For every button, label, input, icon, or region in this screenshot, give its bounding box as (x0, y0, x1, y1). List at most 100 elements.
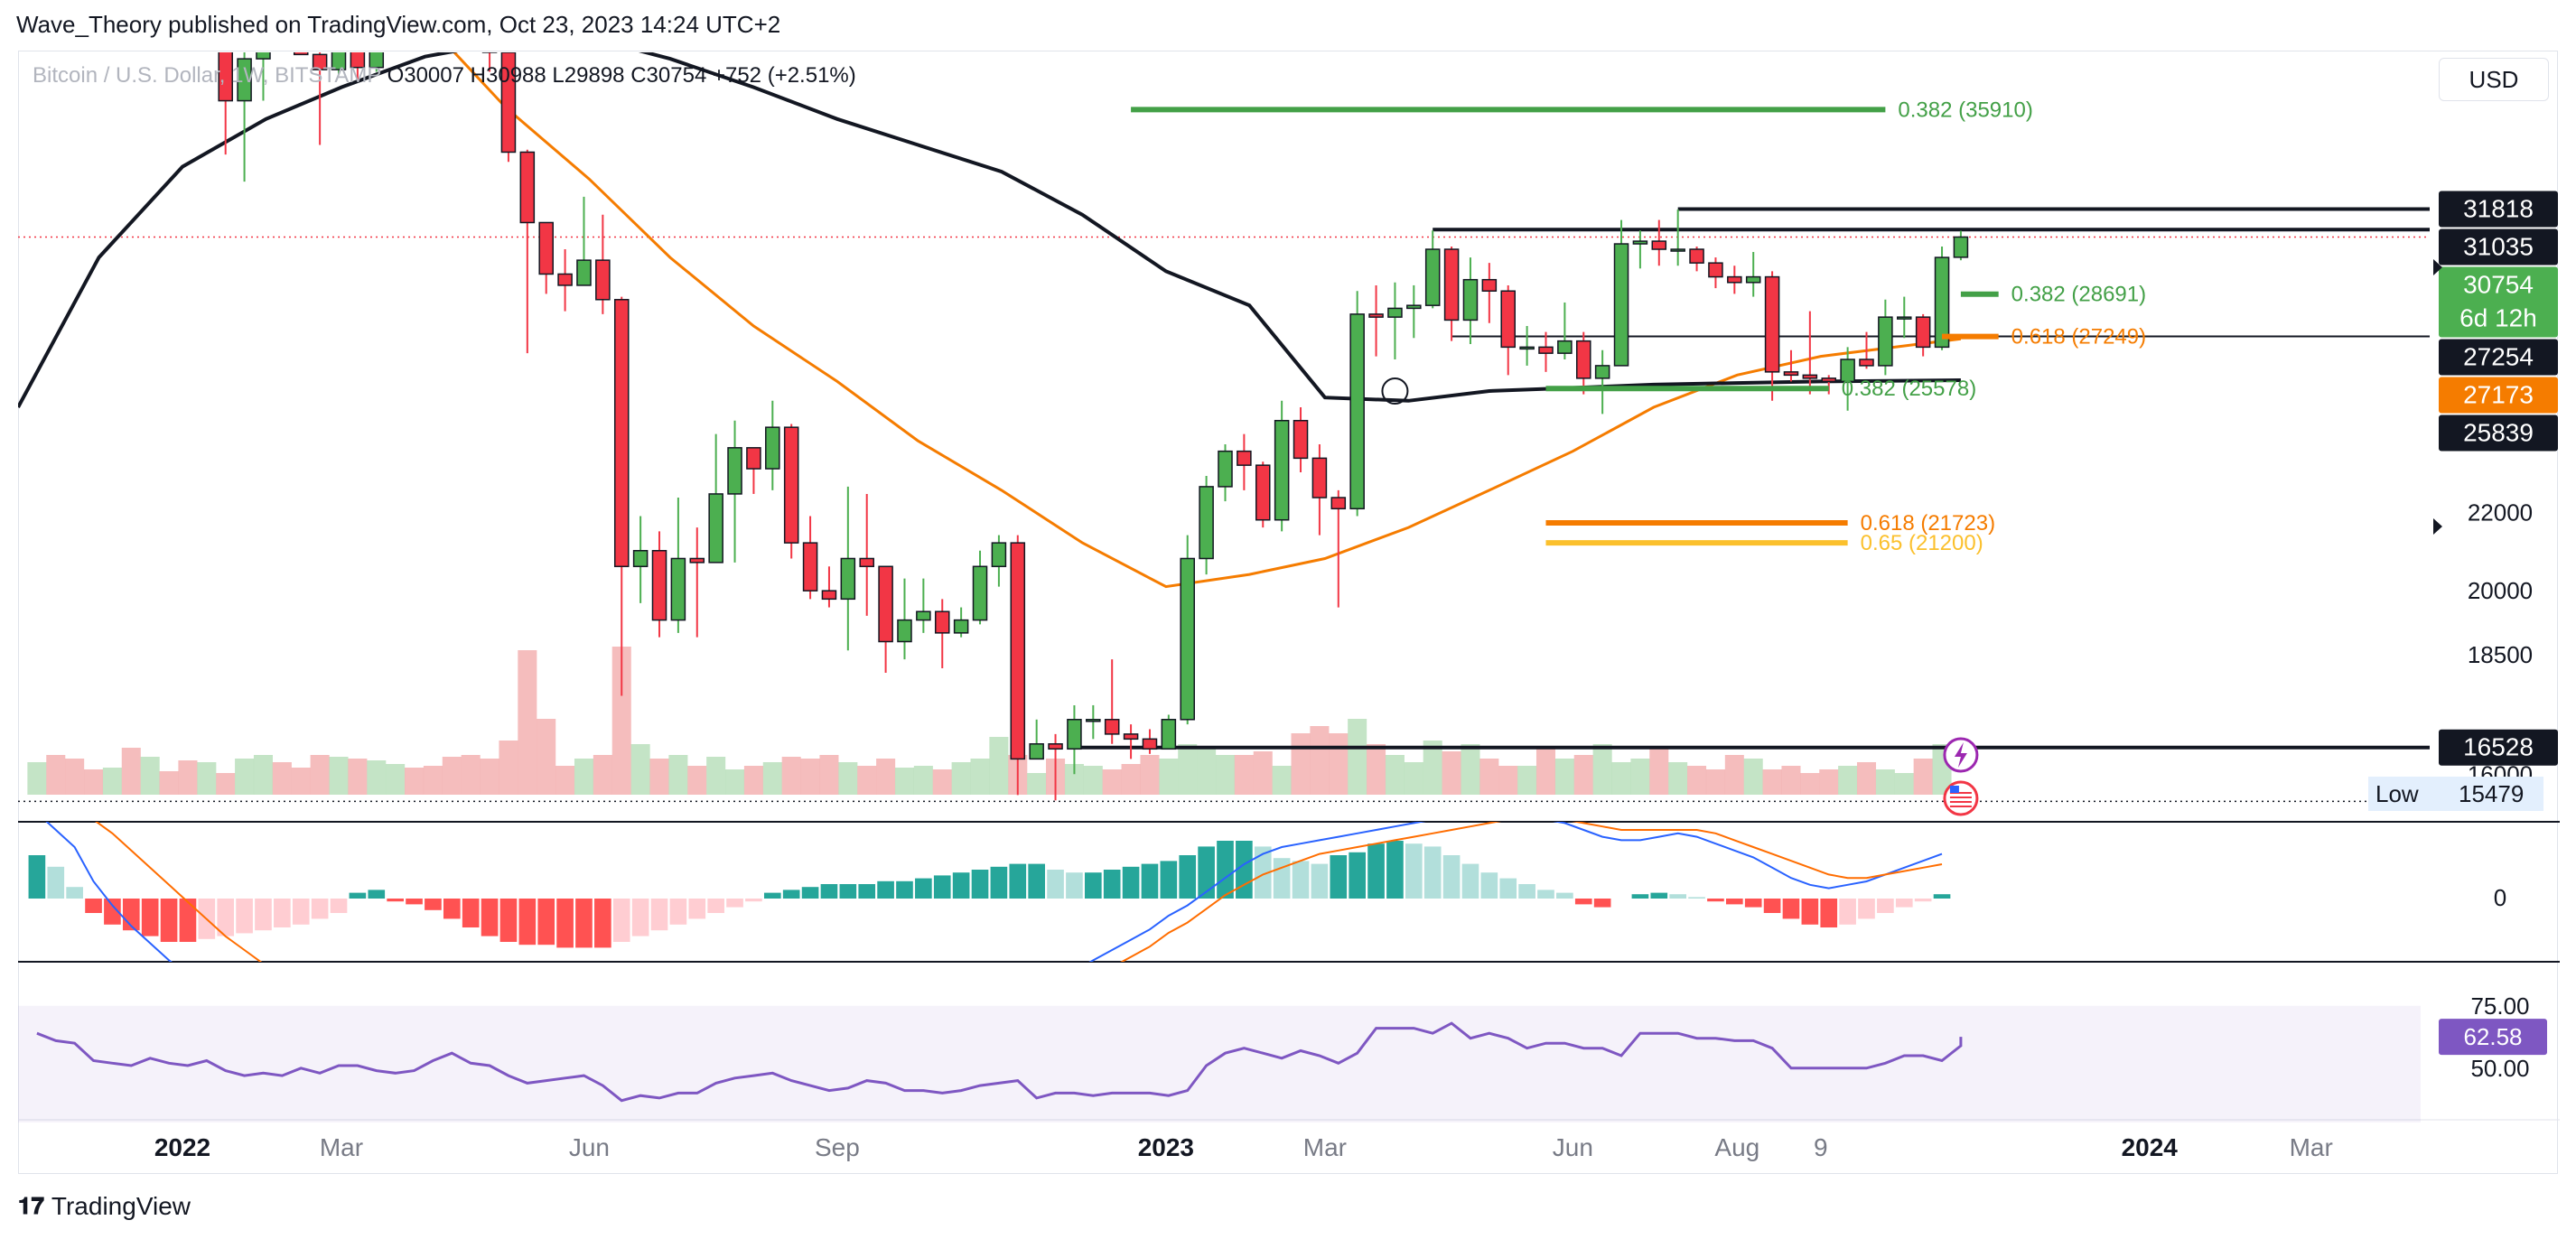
currency-button[interactable]: USD (2439, 58, 2549, 101)
macd-histogram-bar (499, 899, 518, 942)
y-axis-tick-label: 18500 (2468, 641, 2533, 668)
candle-body (1274, 419, 1290, 521)
volume-bar (84, 769, 104, 795)
candle-body (464, 13, 478, 32)
candle-body (1218, 450, 1233, 488)
price-tag-box (2439, 266, 2558, 338)
macd-histogram-bar (518, 899, 537, 946)
fibonacci-levels: 0.382 (35910) 0.382 (28691) 0.618 (27249) 0… (1131, 98, 2146, 555)
scroll-right-icon (2433, 259, 2442, 275)
volume-bar (762, 762, 782, 795)
macd-histogram-bar (160, 899, 178, 942)
volume-bar (1517, 766, 1537, 795)
volume-bar (1404, 762, 1423, 795)
volume-bar (121, 748, 141, 795)
volume-bar (197, 762, 217, 795)
volume-bar (499, 741, 518, 795)
macd-histogram-bar (1556, 892, 1573, 899)
candle-body (878, 565, 893, 643)
macd-histogram-bar (1160, 861, 1178, 899)
fib-level-label: 0.382 (25578) (1842, 377, 1976, 401)
volume-bar (423, 766, 443, 795)
macd-histogram-bar (1537, 890, 1554, 899)
volume-bar (1121, 764, 1141, 795)
volume-bar (310, 755, 330, 795)
volume-bar (1253, 751, 1273, 795)
volume-bar (178, 760, 198, 795)
rsi-lower-label: 50.00 (2470, 1055, 2529, 1082)
price-tag-countdown: 6d 12h (2459, 304, 2537, 332)
macd-histogram-bar (1707, 899, 1724, 902)
crossover-marker (1381, 377, 1409, 405)
candle-body (237, 58, 252, 102)
macd-histogram-bar (1198, 846, 1215, 899)
volume-bar (1687, 766, 1707, 795)
candle-body (1689, 248, 1704, 264)
candle-body (613, 299, 630, 568)
volume-bar (1762, 769, 1782, 795)
candle-body (1349, 313, 1365, 510)
footer-brand[interactable]: 𝟏𝟕 TradingView (18, 1192, 191, 1221)
candle-body (1821, 377, 1837, 383)
volume-bar (1535, 748, 1556, 795)
candle-body (1632, 240, 1648, 245)
macd-histogram-bar (612, 899, 630, 942)
price-tag-box (2439, 228, 2558, 266)
candlestick-series (218, 13, 1969, 801)
volume-bar (1272, 766, 1292, 795)
volume-bar (800, 759, 820, 795)
candle-body (897, 619, 912, 643)
candle-body (1029, 743, 1044, 760)
volume-bar (1083, 766, 1103, 795)
macd-histogram-bar (1084, 872, 1102, 899)
x-axis-tick-label: Aug (1714, 1133, 1759, 1161)
macd-histogram-bar (1141, 863, 1159, 899)
rsi-value-tag (2439, 1019, 2547, 1056)
candle-body (783, 426, 799, 544)
macd-histogram-bar (1423, 846, 1442, 899)
volume-bar (1140, 755, 1160, 795)
macd-histogram-bar (292, 899, 310, 925)
candle-body (1481, 278, 1498, 292)
macd-histogram-bar (425, 899, 442, 910)
macd-histogram-bar (650, 899, 668, 931)
macd-signal-line (95, 822, 1943, 962)
volume-bar (1215, 755, 1236, 795)
volume-bar (235, 759, 255, 795)
open-value: 30007 (404, 63, 464, 88)
macd-histogram-bar (1801, 899, 1819, 925)
ohlc-legend: Bitcoin / U.S. Dollar, 1W, BITSTAMP O300… (33, 63, 856, 88)
macd-histogram-bar (443, 899, 461, 919)
volume-bar (1178, 744, 1198, 795)
candle-body (1953, 236, 1969, 258)
candle-body (953, 619, 969, 634)
macd-histogram-bar (481, 899, 499, 936)
candle-body (218, 52, 233, 102)
rsi-pane (18, 1005, 2421, 1123)
candle-body (1783, 371, 1799, 377)
macd-histogram-bar (1574, 899, 1592, 905)
fib-level-label: 0.618 (21723) (1861, 511, 1995, 536)
macd-histogram-bar (330, 899, 348, 913)
candle-body (632, 550, 649, 568)
volume-bar (630, 744, 650, 795)
chart-frame (18, 51, 2558, 1174)
candle-body (557, 273, 573, 286)
low-label-ohlc: L (552, 63, 565, 88)
y-axis-tick-label: 20000 (2468, 577, 2533, 604)
volume-bar (649, 759, 669, 795)
symbol-label[interactable]: Bitcoin / U.S. Dollar, 1W, BITSTAMP (33, 63, 381, 88)
macd-histogram-bar (669, 899, 687, 925)
macd-histogram-bar (104, 899, 121, 925)
candle-body (1293, 419, 1309, 460)
candle-body (481, 52, 498, 53)
macd-line (45, 822, 1943, 962)
candle-body (670, 557, 686, 621)
candle-body (1237, 450, 1252, 466)
scroll-right-icon (2433, 518, 2442, 535)
candle-body (1878, 316, 1893, 367)
volume-bar (1329, 733, 1349, 795)
candle-body (1161, 719, 1177, 750)
macd-histogram-bar (1593, 899, 1611, 908)
